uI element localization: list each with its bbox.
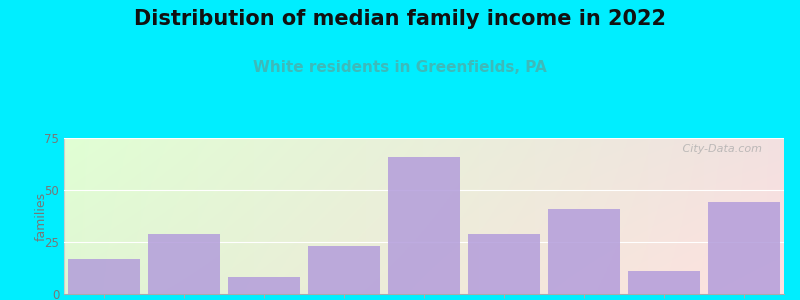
Bar: [148, 234, 220, 294]
Text: White residents in Greenfields, PA: White residents in Greenfields, PA: [253, 60, 547, 75]
Text: City-Data.com: City-Data.com: [679, 144, 762, 154]
Bar: [628, 271, 700, 294]
Y-axis label: families: families: [35, 191, 48, 241]
Bar: [468, 234, 540, 294]
Bar: [228, 278, 300, 294]
Bar: [68, 259, 140, 294]
Bar: [308, 246, 380, 294]
Bar: [548, 209, 620, 294]
Bar: [708, 202, 780, 294]
Text: Distribution of median family income in 2022: Distribution of median family income in …: [134, 9, 666, 29]
Bar: [388, 157, 460, 294]
